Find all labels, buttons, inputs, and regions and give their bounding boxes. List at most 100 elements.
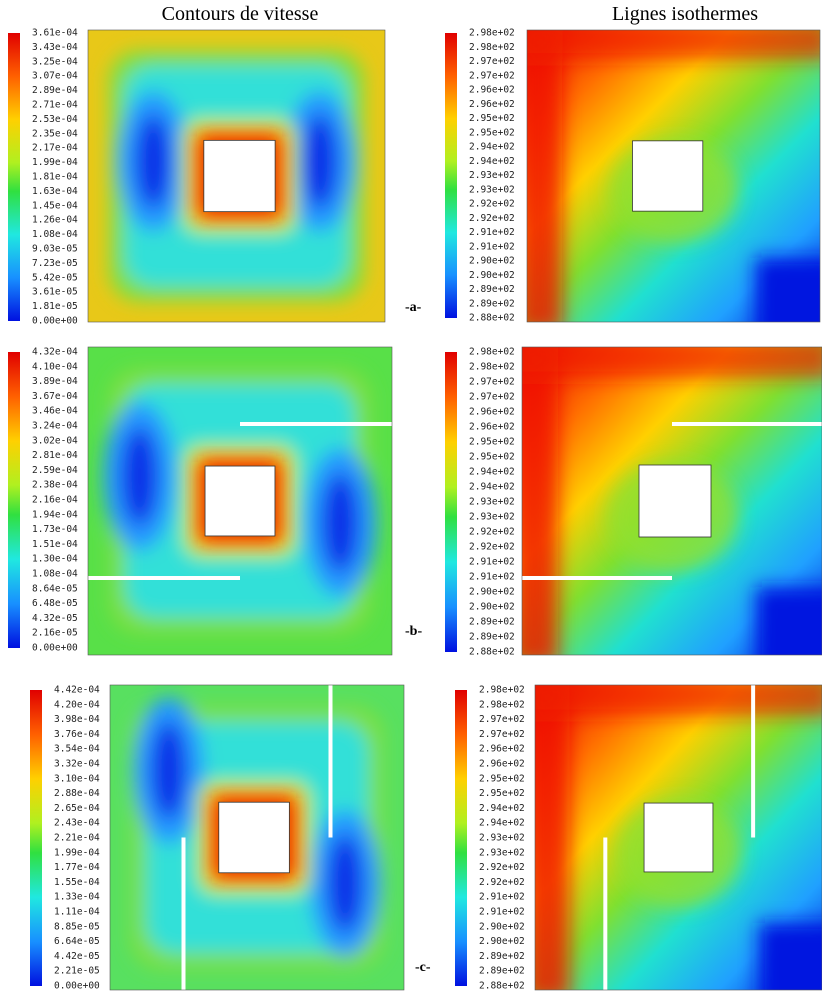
colorbar-label: 2.97e+02: [469, 392, 515, 403]
colorbar-label: 2.90e+02: [469, 587, 515, 598]
colorbar-label: 3.24e-04: [32, 421, 78, 432]
plot-frame: [521, 346, 822, 656]
colorbar-label: 2.94e+02: [479, 803, 525, 814]
colorbar-label: 2.90e+02: [479, 936, 525, 947]
colorbar-label: 3.43e-04: [32, 42, 78, 53]
colorbar-label: 2.98e+02: [479, 685, 525, 696]
colorbar-label: 2.95e+02: [479, 788, 525, 799]
layer: [535, 685, 570, 990]
colorbar-label: 8.64e-05: [32, 583, 78, 594]
colorbar-label: 4.42e-05: [54, 951, 100, 962]
colorbar-label: 2.98e+02: [469, 42, 515, 53]
colorbar-label: 2.95e+02: [469, 437, 515, 448]
colorbar-label: 9.03e-05: [32, 244, 78, 255]
colorbar-label: 3.25e-04: [32, 56, 78, 67]
layer: [756, 587, 822, 655]
colorbar-label: 2.94e+02: [469, 156, 515, 167]
colorbar-label: 2.93e+02: [479, 833, 525, 844]
colorbar-label: 3.10e-04: [54, 773, 100, 784]
vortex-core: [301, 114, 338, 209]
colorbar-label: 2.88e+02: [479, 981, 525, 992]
colorbar-label: 6.64e-05: [54, 936, 100, 947]
colorbar-label: 2.92e+02: [469, 527, 515, 538]
colorbar-label: 2.98e+02: [469, 362, 515, 373]
colorbar-label: 2.93e+02: [469, 184, 515, 195]
vortex-core: [327, 834, 363, 933]
panel-tag: -c-: [415, 960, 431, 975]
colorbar-label: 2.89e-04: [32, 85, 78, 96]
colorbar-label: 2.95e+02: [469, 113, 515, 124]
colorbar-label: 2.16e-04: [32, 495, 78, 506]
colorbar-label: 3.67e-04: [32, 391, 78, 402]
colorbar-label: 1.81e-05: [32, 301, 78, 312]
colorbar-label: 3.98e-04: [54, 714, 100, 725]
colorbar-label: 2.97e+02: [479, 714, 525, 725]
colorbar-label: 2.90e+02: [469, 270, 515, 281]
colorbar-label: 2.92e+02: [469, 199, 515, 210]
colorbar-label: 2.90e+02: [479, 921, 525, 932]
colorbar-label: 2.93e+02: [479, 847, 525, 858]
colorbar-label: 2.95e+02: [469, 452, 515, 463]
colorbar-label: 2.59e-04: [32, 465, 78, 476]
colorbar: [8, 352, 20, 648]
plot-frame: [534, 684, 822, 991]
colorbar-label: 2.71e-04: [32, 100, 78, 111]
colorbar-label: 1.30e-04: [32, 554, 78, 565]
colorbar-label: 2.81e-04: [32, 450, 78, 461]
colorbar-label: 2.16e-05: [32, 628, 78, 639]
contour-plot: [88, 30, 385, 322]
colorbar-label: 2.93e+02: [469, 170, 515, 181]
obstacle: [204, 465, 276, 537]
colorbar-label: 4.32e-04: [32, 347, 78, 358]
colorbar-label: 3.07e-04: [32, 71, 78, 82]
colorbar-label: 2.96e+02: [469, 85, 515, 96]
layer: [535, 685, 822, 716]
right-header: Lignes isothermes: [612, 3, 758, 25]
colorbar-label: 2.88e+02: [469, 647, 515, 658]
colorbar-label: 2.94e+02: [469, 142, 515, 153]
colorbar-label: 2.89e+02: [469, 284, 515, 295]
colorbar-label: 4.32e-05: [32, 613, 78, 624]
colorbar-label: 2.90e+02: [469, 256, 515, 267]
colorbar-label: 1.99e-04: [54, 847, 100, 858]
obstacle: [203, 139, 276, 213]
layer: [527, 30, 820, 60]
colorbar-label: 2.93e+02: [469, 497, 515, 508]
panel-tag: -b-: [405, 624, 422, 639]
colorbar-label: 2.53e-04: [32, 114, 78, 125]
colorbar-label: 2.92e+02: [479, 877, 525, 888]
plot-frame: [87, 346, 393, 656]
colorbar-label: 2.89e+02: [469, 298, 515, 309]
colorbar-label: 2.94e+02: [469, 467, 515, 478]
colorbar-label: 4.42e-04: [54, 685, 100, 696]
colorbar-label: 3.89e-04: [32, 376, 78, 387]
colorbar-label: 4.20e-04: [54, 699, 100, 710]
colorbar-label: 3.32e-04: [54, 759, 100, 770]
colorbar-label: 2.65e-04: [54, 803, 100, 814]
colorbar-label: 2.96e+02: [469, 99, 515, 110]
colorbar-label: 2.91e+02: [469, 572, 515, 583]
colorbar-label: 2.92e+02: [469, 542, 515, 553]
contour-plot: [527, 30, 820, 322]
colorbar-label: 2.95e+02: [469, 127, 515, 138]
colorbar-label: 2.97e+02: [469, 56, 515, 67]
colorbar-label: 2.89e+02: [469, 632, 515, 643]
colorbar-label: 7.23e-05: [32, 258, 78, 269]
layer: [522, 347, 558, 655]
colorbar-label: 2.98e+02: [469, 28, 515, 39]
plot-frame: [87, 29, 386, 323]
colorbar-label: 2.91e+02: [479, 907, 525, 918]
colorbar-label: 2.97e+02: [469, 377, 515, 388]
layer: [527, 30, 563, 322]
colorbar-label: 2.94e+02: [469, 482, 515, 493]
colorbar: [455, 690, 467, 986]
left-header: Contours de vitesse: [162, 3, 319, 25]
colorbar-label: 2.89e+02: [479, 966, 525, 977]
colorbar-label: 2.91e+02: [469, 241, 515, 252]
colorbar-label: 2.97e+02: [479, 729, 525, 740]
contour-plot: [110, 685, 404, 990]
colorbar-label: 3.61e-05: [32, 287, 78, 298]
colorbar-label: 2.94e+02: [479, 818, 525, 829]
colorbar-label: 2.21e-04: [54, 833, 100, 844]
